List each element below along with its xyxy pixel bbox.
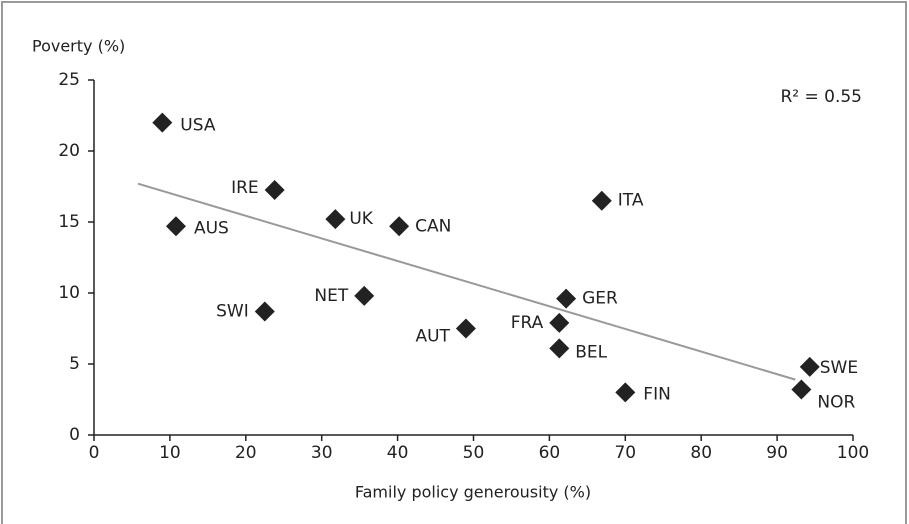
point <box>325 209 346 230</box>
y-axis-label: Poverty (%) <box>32 37 125 56</box>
point <box>791 379 812 400</box>
point-label: GER <box>582 289 618 309</box>
point-label: SWI <box>216 301 249 321</box>
point <box>455 318 476 339</box>
point <box>254 301 275 322</box>
y-tick-label: 20 <box>58 141 80 161</box>
x-tick-label: 60 <box>539 443 561 463</box>
point-label: UK <box>349 209 373 229</box>
point-label: FIN <box>643 384 671 404</box>
annotation: R² = 0.55 <box>780 87 862 107</box>
point <box>354 285 375 306</box>
point <box>549 338 570 359</box>
point-label: NET <box>314 286 348 306</box>
x-tick-label: 100 <box>837 443 869 463</box>
point-label: CAN <box>415 216 451 236</box>
point-label: ITA <box>618 191 644 211</box>
point <box>799 356 820 377</box>
x-tick-label: 20 <box>235 443 257 463</box>
point <box>389 216 410 237</box>
point-label: USA <box>180 116 216 136</box>
point <box>264 180 285 201</box>
x-tick-label: 10 <box>159 443 181 463</box>
point <box>556 288 577 309</box>
point-label: NOR <box>817 393 855 413</box>
x-tick-label: 0 <box>89 443 100 463</box>
point <box>165 216 186 237</box>
x-tick-label: 80 <box>690 443 712 463</box>
y-tick-label: 10 <box>58 283 80 303</box>
point <box>591 190 612 211</box>
x-tick-label: 90 <box>766 443 788 463</box>
y-tick-label: 15 <box>58 212 80 232</box>
point <box>152 112 173 133</box>
trend-line <box>137 182 796 381</box>
y-tick-label: 5 <box>69 354 80 374</box>
x-tick-label: 40 <box>387 443 409 463</box>
point-label: IRE <box>231 178 259 198</box>
point-label: BEL <box>575 342 607 362</box>
point-label: SWE <box>820 358 858 378</box>
point <box>549 312 570 333</box>
point-label: AUS <box>194 218 229 238</box>
y-tick-label: 0 <box>69 425 80 445</box>
point-label: FRA <box>511 313 544 333</box>
point-label: AUT <box>415 327 450 347</box>
point <box>615 382 636 403</box>
x-tick-label: 50 <box>463 443 485 463</box>
x-tick-label: 30 <box>311 443 333 463</box>
x-tick-label: 70 <box>614 443 636 463</box>
x-axis-label: Family policy generousity (%) <box>355 483 591 502</box>
y-tick-label: 25 <box>58 70 80 90</box>
